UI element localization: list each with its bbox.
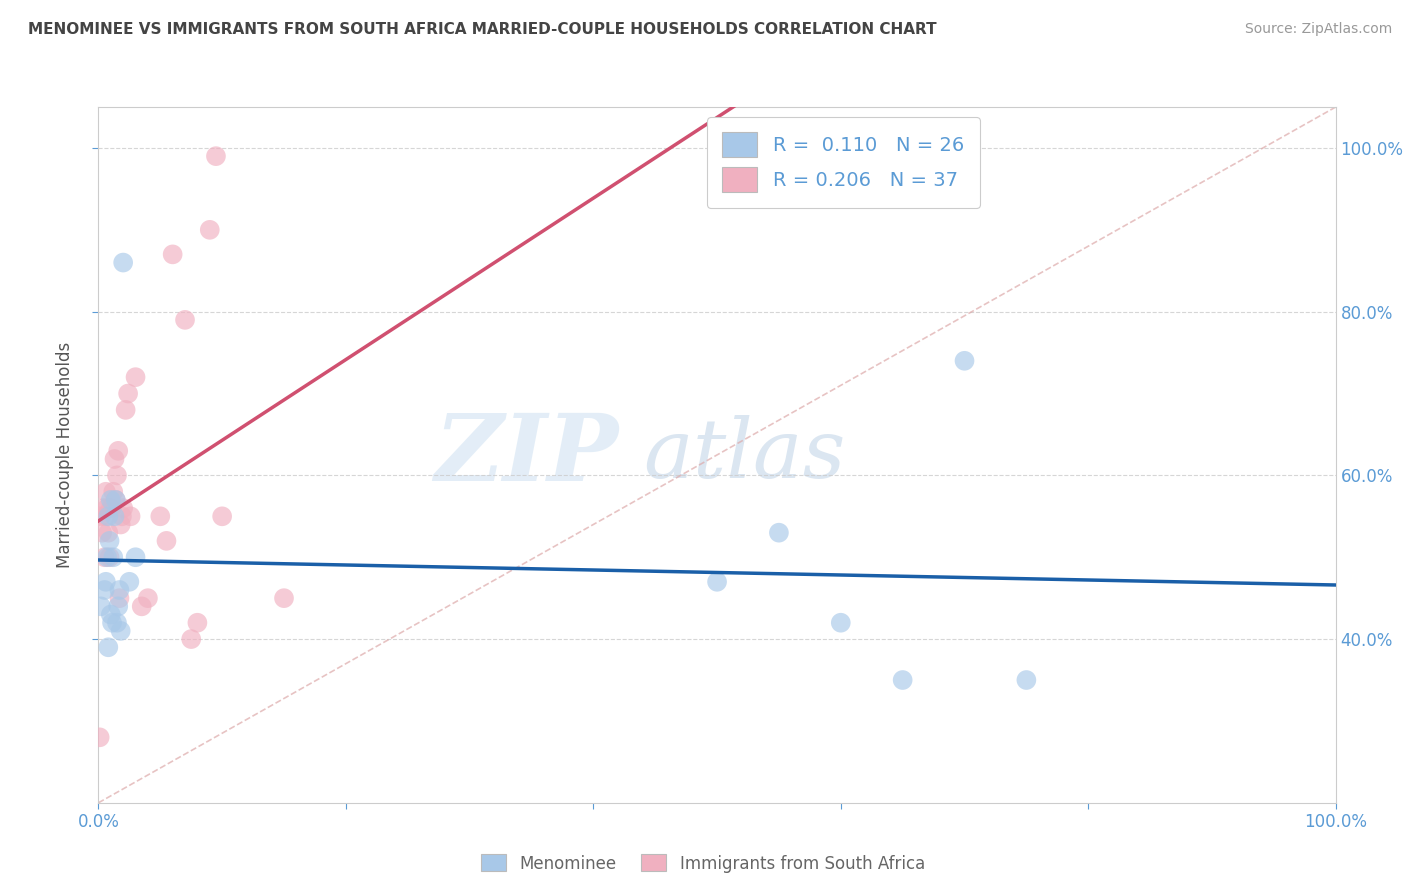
Text: atlas: atlas bbox=[643, 415, 845, 495]
Point bbox=[97, 509, 120, 524]
Legend: Menominee, Immigrants from South Africa: Menominee, Immigrants from South Africa bbox=[474, 847, 932, 880]
Point bbox=[155, 533, 177, 548]
Point bbox=[108, 582, 131, 597]
Text: Source: ZipAtlas.com: Source: ZipAtlas.com bbox=[1244, 22, 1392, 37]
Point bbox=[174, 313, 197, 327]
Text: ZIP: ZIP bbox=[434, 410, 619, 500]
Point bbox=[110, 624, 132, 638]
Point bbox=[114, 403, 136, 417]
Point bbox=[706, 574, 728, 589]
Point bbox=[96, 501, 118, 516]
Point bbox=[101, 501, 124, 516]
Point bbox=[105, 468, 128, 483]
Point bbox=[91, 525, 114, 540]
Point bbox=[90, 599, 112, 614]
Point bbox=[97, 640, 120, 655]
Point bbox=[100, 607, 122, 622]
Point bbox=[108, 591, 131, 606]
Point bbox=[105, 615, 128, 630]
Point bbox=[94, 574, 117, 589]
Point bbox=[107, 599, 129, 614]
Point bbox=[768, 525, 790, 540]
Point bbox=[90, 509, 112, 524]
Legend: R =  0.110   N = 26, R = 0.206   N = 37: R = 0.110 N = 26, R = 0.206 N = 37 bbox=[707, 117, 980, 208]
Point bbox=[131, 599, 153, 614]
Point bbox=[110, 517, 132, 532]
Point bbox=[198, 223, 221, 237]
Point bbox=[111, 509, 134, 524]
Point bbox=[186, 615, 208, 630]
Point bbox=[104, 492, 127, 507]
Point bbox=[100, 501, 122, 516]
Point bbox=[136, 591, 159, 606]
Point bbox=[149, 509, 172, 524]
Point bbox=[101, 615, 124, 630]
Point bbox=[953, 353, 976, 368]
Point bbox=[830, 615, 852, 630]
Point bbox=[118, 574, 141, 589]
Point bbox=[891, 673, 914, 687]
Point bbox=[98, 533, 121, 548]
Point bbox=[117, 386, 139, 401]
Point bbox=[273, 591, 295, 606]
Point bbox=[100, 492, 122, 507]
Point bbox=[103, 550, 125, 565]
Point bbox=[103, 452, 125, 467]
Point bbox=[124, 550, 146, 565]
Y-axis label: Married-couple Households: Married-couple Households bbox=[56, 342, 75, 568]
Point bbox=[103, 509, 125, 524]
Point bbox=[89, 731, 111, 745]
Point bbox=[93, 550, 115, 565]
Point bbox=[107, 443, 129, 458]
Point bbox=[162, 247, 184, 261]
Point bbox=[124, 370, 146, 384]
Point bbox=[1015, 673, 1038, 687]
Point bbox=[94, 509, 117, 524]
Point bbox=[103, 484, 125, 499]
Point bbox=[93, 501, 115, 516]
Point bbox=[98, 550, 121, 565]
Point bbox=[112, 255, 135, 269]
Point bbox=[104, 492, 127, 507]
Text: MENOMINEE VS IMMIGRANTS FROM SOUTH AFRICA MARRIED-COUPLE HOUSEHOLDS CORRELATION : MENOMINEE VS IMMIGRANTS FROM SOUTH AFRIC… bbox=[28, 22, 936, 37]
Point bbox=[97, 525, 120, 540]
Point bbox=[120, 509, 142, 524]
Point bbox=[112, 501, 135, 516]
Point bbox=[94, 484, 117, 499]
Point bbox=[205, 149, 228, 163]
Point bbox=[96, 550, 118, 565]
Point bbox=[211, 509, 233, 524]
Point bbox=[180, 632, 202, 646]
Point bbox=[93, 582, 115, 597]
